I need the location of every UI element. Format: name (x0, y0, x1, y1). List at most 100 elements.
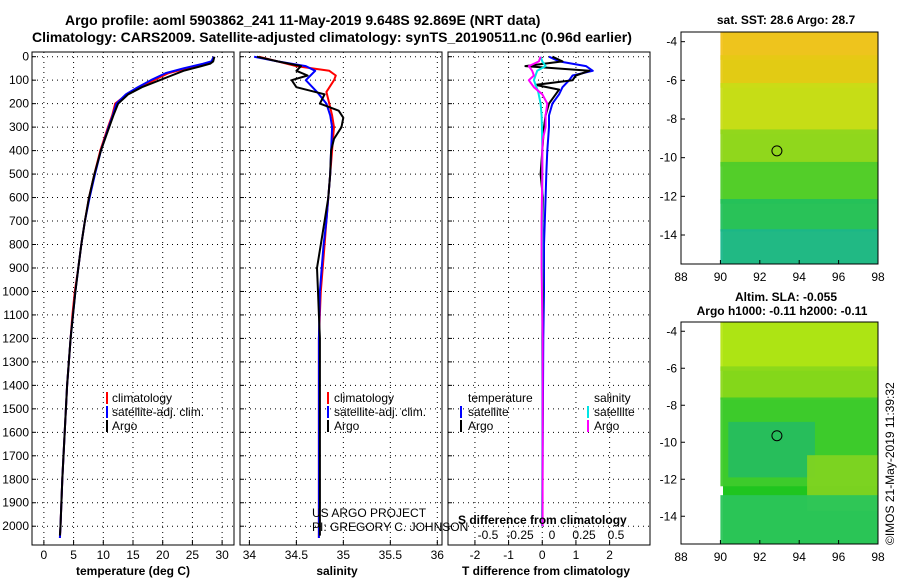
s-diff-tick-label: -0.25 (506, 528, 534, 542)
legend-label-satellite: satellite-adj. clim. (334, 405, 426, 419)
x-tick-label: 0 (41, 548, 48, 562)
temperature-series (58, 56, 216, 539)
profile-location-circle (771, 145, 783, 157)
legend-label-satellite: satellite-adj. clim. (112, 405, 204, 419)
x-tick-label: 34.5 (285, 548, 309, 562)
map-lon-tick-label: 96 (832, 550, 846, 564)
map-lon-tick-label: 96 (832, 270, 846, 284)
series-line-climatology (258, 55, 337, 538)
sla-map-title: Altim. SLA: -0.055 (735, 290, 837, 304)
legend-swatch-satellite (106, 406, 108, 418)
depth-tick-label: 1600 (2, 425, 29, 439)
depth-tick-label: 600 (9, 191, 29, 205)
depth-tick-label: 2000 (2, 519, 29, 533)
salinity-panel: 34 34.5 35 35.5 36 salinity climatology sate… (239, 51, 468, 578)
map-lon-tick-label: 92 (753, 270, 767, 284)
legend-label-climatology: climatology (334, 391, 394, 405)
salinity-axes-frame (239, 51, 443, 546)
x-tick-label: 35 (337, 548, 351, 562)
x-tick-label: 35.5 (379, 548, 403, 562)
series-line-salinity-argo (527, 56, 549, 527)
series-line-argo (256, 55, 345, 536)
sst-map-tick-labels: 88 90 92 94 96 98 -4 -6 -8 -10 -12 -14 (660, 35, 885, 284)
header-title-line2: Climatology: CARS2009. Satellite-adjuste… (32, 29, 632, 45)
legend-swatch-temp-satellite (460, 406, 462, 418)
map-lon-tick-label: 98 (871, 550, 885, 564)
depth-tick-label: 1300 (2, 355, 29, 369)
sst-map-field (720, 32, 878, 264)
legend-swatch-temp-argo (460, 420, 462, 432)
credit-project: US ARGO PROJECT (312, 506, 427, 520)
depth-tick-label: 1100 (3, 308, 29, 322)
map-lat-tick-label: -6 (666, 361, 677, 375)
temperature-difference-xlabel: T difference from climatology (462, 564, 630, 578)
credit-pi: PI: GREGORY C. JOHNSON (312, 520, 468, 534)
sst-map-profile-marker (771, 145, 783, 157)
legend-label-sal-argo: Argo (594, 419, 620, 433)
sla-map-frame (680, 321, 879, 545)
depth-tick-label: 400 (9, 144, 29, 158)
map-lon-tick-label: 94 (793, 550, 807, 564)
sst-map-panel: sat. SST: 28.6 Argo: 28.7 88 90 92 94 96 98 -4… (660, 13, 885, 284)
map-field-band (728, 421, 815, 478)
header-title-line1: Argo profile: aoml 5903862_241 11-May-20… (65, 12, 540, 28)
salinity-series (253, 55, 345, 538)
temperature-xlabel: temperature (deg C) (76, 564, 190, 578)
difference-axes-frame (447, 51, 651, 546)
salinity-difference-xlabel: S difference from climatology (458, 513, 627, 527)
s-diff-tick-label: 0.5 (608, 528, 625, 542)
difference-panel: -2 -1 0 1 2 -0.5 -0.25 0 0.25 0.5 S difference f… (447, 51, 651, 578)
profile-location-circle (771, 430, 783, 442)
depth-tick-label: 800 (9, 238, 29, 252)
x-tick-label: 0 (539, 548, 546, 562)
x-tick-label: 2 (606, 548, 613, 562)
x-tick-label: -1 (503, 548, 514, 562)
x-tick-label: 34 (243, 548, 257, 562)
depth-tick-label: 900 (9, 261, 29, 275)
temperature-x-ticks: 0 5 10 15 20 25 30 (41, 548, 230, 562)
map-lat-tick-label: -4 (666, 324, 677, 338)
legend-swatch-argo (327, 420, 329, 432)
depth-tick-label: 100 (9, 73, 29, 87)
map-lon-tick-label: 90 (714, 550, 728, 564)
s-diff-tick-label: -0.5 (478, 528, 499, 542)
legend-swatch-argo (106, 420, 108, 432)
x-tick-label: 15 (126, 548, 140, 562)
x-tick-label: 25 (186, 548, 200, 562)
map-field-band (720, 366, 878, 400)
temperature-grid (32, 52, 234, 545)
s-diff-tick-label: 0.25 (572, 528, 596, 542)
sla-map-tick-labels: 88 90 92 94 96 98 -4 -6 -8 -10 -12 -14 (660, 324, 885, 564)
series-line-temperature-argo (524, 55, 591, 527)
map-field-band (720, 199, 878, 232)
legend-label-temp-satellite: satellite (468, 405, 509, 419)
legend-title-salinity: salinity (594, 391, 631, 405)
legend-swatch-sal-satellite (587, 406, 589, 418)
legend-label-argo: Argo (112, 419, 138, 433)
salinity-x-ticks: 34 34.5 35 35.5 36 (243, 548, 445, 562)
depth-tick-label: 1800 (2, 472, 29, 486)
series-line-satellite-adj-clim- (58, 56, 215, 539)
depth-tick-label: 500 (9, 167, 29, 181)
salinity-difference-ticks: -0.5 -0.25 0 0.25 0.5 (478, 528, 625, 542)
series-line-temperature-satellite (541, 55, 594, 527)
depth-tick-label: 0 (22, 50, 29, 64)
legend-swatch-satellite (327, 406, 329, 418)
x-tick-label: 30 (215, 548, 229, 562)
map-lat-tick-label: -14 (660, 509, 678, 523)
s-diff-tick-label: 0 (549, 528, 556, 542)
depth-tick-label: 1200 (2, 331, 29, 345)
map-lon-tick-label: 98 (871, 270, 885, 284)
map-lon-tick-label: 94 (793, 270, 807, 284)
legend-label-argo: Argo (334, 419, 360, 433)
map-field-band (720, 129, 878, 167)
x-tick-label: -2 (470, 548, 481, 562)
legend-swatch-climatology (106, 392, 108, 404)
sla-map-subtitle: Argo h1000: -0.11 h2000: -0.11 (697, 304, 868, 318)
depth-tick-label: 200 (9, 97, 29, 111)
sla-map-field (720, 322, 878, 544)
sla-map-panel: Altim. SLA: -0.055 Argo h1000: -0.11 h20… (660, 290, 885, 564)
map-field-band (720, 229, 878, 264)
map-lat-tick-label: -12 (660, 472, 678, 486)
map-lat-tick-label: -10 (660, 435, 678, 449)
